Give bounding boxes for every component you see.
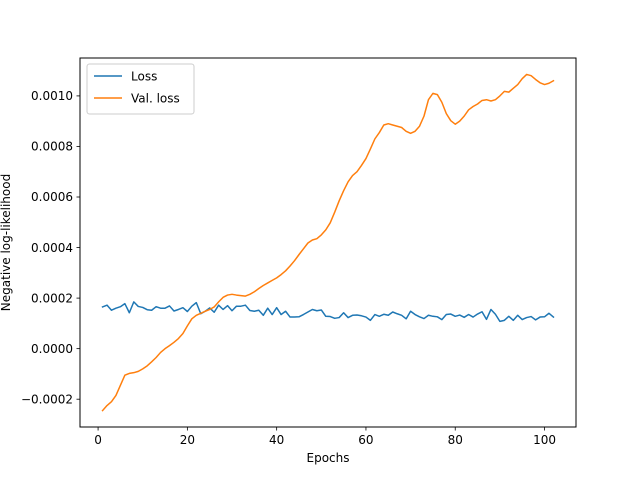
- x-axis: 0 20 40 60 80 100: [94, 427, 556, 447]
- x-tick-label: 100: [533, 433, 556, 447]
- x-tick-label: 0: [94, 433, 102, 447]
- y-axis: −0.0002 0.0000 0.0002 0.0004 0.0006 0.0008 0.0…: [21, 89, 80, 406]
- x-tick-label: 20: [180, 433, 195, 447]
- series-line-loss: [101, 301, 555, 323]
- y-tick-label: 0.0000: [31, 342, 73, 356]
- y-tick-label: 0.0006: [31, 190, 73, 204]
- x-tick-label: 60: [358, 433, 373, 447]
- x-tick-label: 80: [448, 433, 463, 447]
- series-line-val-loss: [101, 73, 555, 412]
- y-axis-label: Negative log-likelihood: [0, 174, 13, 311]
- series-layer: [101, 73, 555, 412]
- plot-frame: [79, 57, 577, 428]
- y-tick-label: 0.0004: [31, 241, 73, 255]
- x-axis-label: Epochs: [307, 451, 350, 465]
- y-tick-label: 0.0008: [31, 140, 73, 154]
- y-tick-label: −0.0002: [21, 392, 73, 406]
- legend: Loss Val. loss: [86, 63, 195, 115]
- y-tick-label: 0.0002: [31, 291, 73, 305]
- plot-area: [80, 58, 576, 427]
- y-tick-label: 0.0010: [31, 89, 73, 103]
- legend-label: Loss: [131, 69, 157, 83]
- legend-label: Val. loss: [131, 91, 180, 105]
- x-tick-label: 40: [269, 433, 284, 447]
